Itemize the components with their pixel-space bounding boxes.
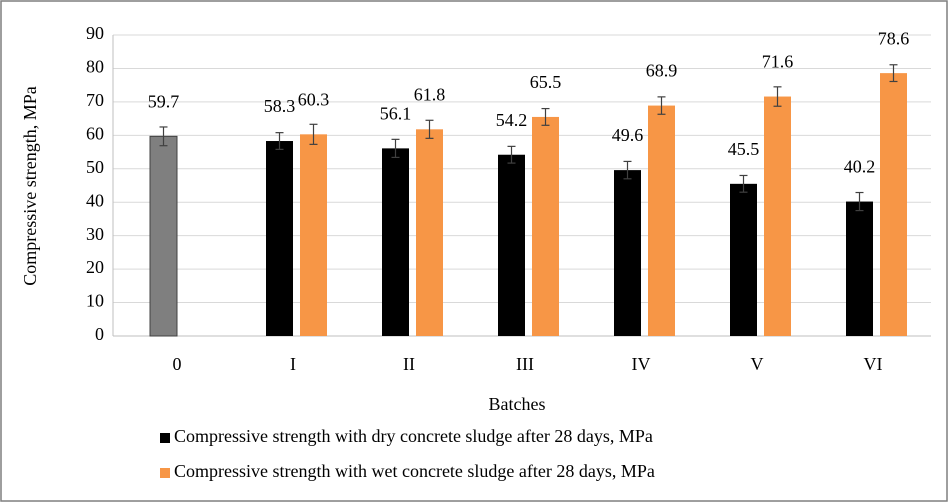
bar xyxy=(846,201,873,336)
x-tick-label: I xyxy=(290,354,296,374)
bar xyxy=(416,129,443,336)
error-bar xyxy=(657,96,666,115)
data-label: 45.5 xyxy=(728,139,760,159)
error-bar xyxy=(309,123,318,145)
x-axis-title: Batches xyxy=(489,394,546,414)
y-axis-title: Compressive strength, MPa xyxy=(20,86,40,286)
error-bar xyxy=(739,174,748,193)
error-bar xyxy=(159,126,168,147)
x-tick-label: III xyxy=(516,354,534,374)
x-tick-label: VI xyxy=(864,354,883,374)
data-label: 56.1 xyxy=(380,104,412,124)
legend-swatch xyxy=(160,468,170,478)
data-label: 68.9 xyxy=(646,61,678,81)
error-bar xyxy=(275,132,284,150)
bar xyxy=(382,148,409,336)
y-tick-label: 20 xyxy=(86,257,104,277)
y-tick-label: 50 xyxy=(86,157,104,177)
bar xyxy=(648,105,675,336)
legend-label: Compressive strength with wet concrete s… xyxy=(174,461,655,481)
data-label: 40.2 xyxy=(844,157,876,177)
bar xyxy=(300,134,327,336)
data-label: 54.2 xyxy=(496,110,528,130)
error-bar xyxy=(855,191,864,212)
legend-swatch xyxy=(160,433,170,443)
data-label: 61.8 xyxy=(414,84,446,104)
y-tick-label: 10 xyxy=(86,291,104,311)
error-bar xyxy=(425,119,434,139)
data-label: 58.3 xyxy=(264,96,296,116)
error-bar xyxy=(889,64,898,83)
x-tick-label: IV xyxy=(632,354,651,374)
bar xyxy=(880,73,907,337)
x-tick-label: II xyxy=(403,354,415,374)
error-bar xyxy=(773,86,782,107)
error-bar xyxy=(541,107,550,126)
error-bar xyxy=(507,145,516,164)
bar xyxy=(498,154,525,336)
bar xyxy=(266,141,293,336)
x-tick-label: 0 xyxy=(173,354,182,374)
error-bar xyxy=(623,160,632,180)
data-label: 49.6 xyxy=(612,125,644,145)
bar xyxy=(764,96,791,336)
data-label: 59.7 xyxy=(148,91,180,111)
y-tick-label: 30 xyxy=(86,224,104,244)
bar xyxy=(149,135,178,337)
bar xyxy=(730,183,757,336)
bar xyxy=(614,170,641,336)
data-label: 71.6 xyxy=(762,52,794,72)
bar xyxy=(532,116,559,336)
legend-label: Compressive strength with dry concrete s… xyxy=(174,426,653,446)
x-tick-label: V xyxy=(751,354,764,374)
data-label: 78.6 xyxy=(878,28,910,48)
y-tick-label: 60 xyxy=(86,123,104,143)
y-tick-label: 80 xyxy=(86,57,104,77)
y-tick-label: 90 xyxy=(86,23,104,43)
y-tick-label: 40 xyxy=(86,190,104,210)
y-tick-label: 0 xyxy=(95,324,104,344)
data-label: 65.5 xyxy=(530,72,562,92)
y-tick-label: 70 xyxy=(86,90,104,110)
error-bar xyxy=(391,138,400,159)
data-label: 60.3 xyxy=(298,89,330,109)
